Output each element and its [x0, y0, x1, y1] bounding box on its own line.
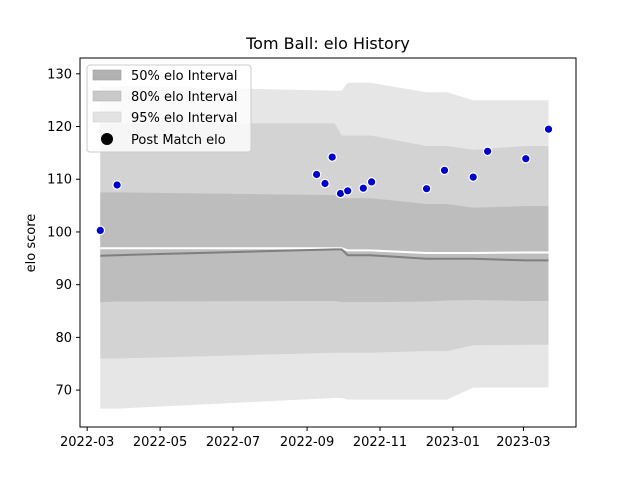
y-tick-label: 120: [47, 120, 72, 135]
data-point: [342, 186, 353, 196]
y-axis: 70 80 90 100 110 120 130: [47, 67, 80, 399]
legend-label-50: 50% elo Interval: [131, 69, 238, 84]
y-tick-label: 100: [47, 225, 72, 240]
x-axis: 2022-03 2022-05 2022-07 2022-09 2022-11 2023-…: [60, 427, 551, 450]
legend-swatch-50: [92, 69, 122, 81]
data-point: [95, 225, 106, 236]
data-point: [112, 180, 122, 190]
data-point: [320, 178, 330, 189]
legend-marker-point: [101, 133, 113, 145]
y-tick-label: 110: [47, 173, 72, 188]
legend-swatch-95: [92, 111, 122, 123]
plot-frame: [79, 57, 577, 428]
legend-box: [86, 64, 252, 153]
legend-label-80: 80% elo Interval: [131, 90, 238, 105]
legend: 50% elo Interval 80% elo Interval 95% el…: [86, 64, 252, 153]
data-point: [520, 153, 531, 164]
x-tick-label: 2023-03: [496, 435, 550, 450]
data-point: [439, 165, 450, 176]
data-point: [366, 177, 377, 187]
data-point: [482, 146, 493, 157]
legend-label-95: 95% elo Interval: [131, 111, 238, 126]
x-tick-label: 2023-01: [426, 435, 480, 450]
y-tick-label: 80: [55, 331, 72, 346]
x-tick-label: 2022-03: [60, 435, 114, 450]
y-tick-label: 90: [55, 278, 72, 293]
chart-title: Tom Ball: elo History: [245, 34, 410, 53]
band-50-interval: [100, 192, 549, 303]
mean-line: [100, 248, 549, 262]
data-point: [468, 172, 478, 182]
data-point: [311, 169, 322, 180]
white-line: [100, 247, 549, 254]
x-tick-label: 2022-09: [280, 435, 334, 450]
data-point: [327, 152, 337, 162]
x-tick-label: 2022-05: [133, 435, 187, 450]
legend-label-point: Post Match elo: [131, 133, 226, 148]
y-axis-label: elo score: [24, 214, 39, 273]
x-tick-label: 2022-07: [206, 435, 260, 450]
plot-area: [95, 82, 554, 409]
legend-swatch-80: [92, 90, 122, 102]
data-point: [358, 183, 369, 193]
data-point: [421, 183, 432, 194]
y-tick-label: 70: [55, 384, 72, 399]
data-point: [543, 124, 554, 134]
y-tick-label: 130: [47, 67, 72, 82]
x-tick-label: 2022-11: [353, 435, 407, 450]
